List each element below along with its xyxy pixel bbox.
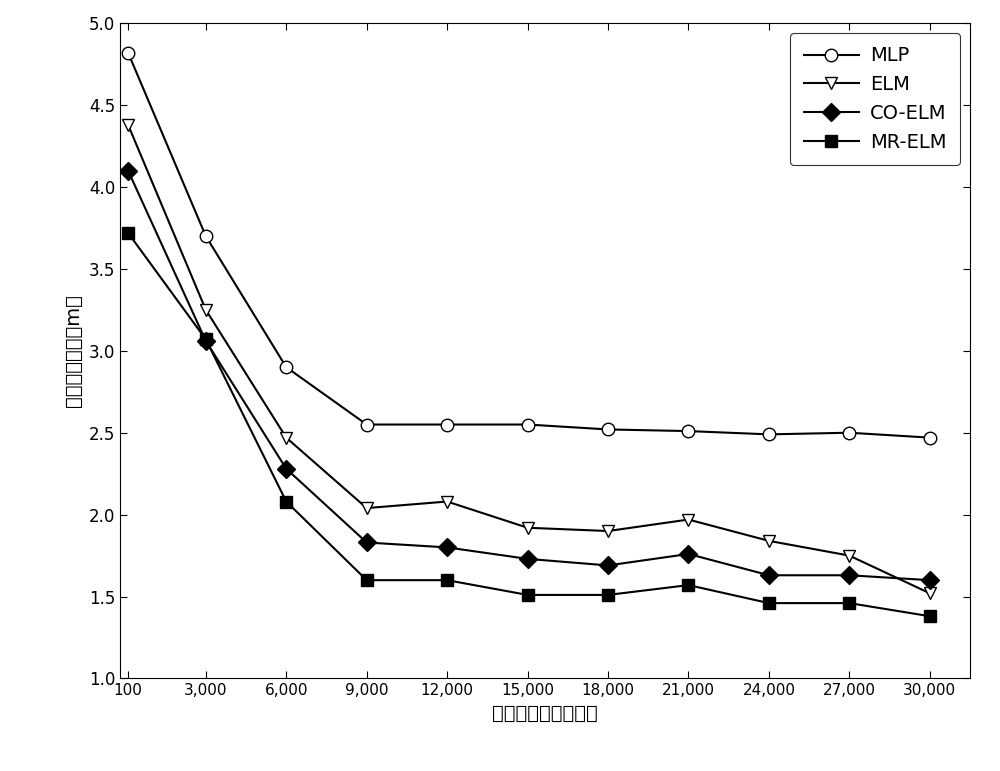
CO-ELM [200,336,212,345]
MLP [441,420,453,429]
CO-ELM [122,166,134,175]
X-axis label: 带标签训练数据个数: 带标签训练数据个数 [492,704,598,723]
MLP [361,420,373,429]
ELM [122,120,134,130]
Line: ELM: ELM [122,119,936,600]
MR-ELM [843,598,855,608]
MLP [763,429,775,439]
ELM [361,503,373,513]
ELM [280,433,292,443]
MR-ELM [200,335,212,344]
ELM [763,537,775,546]
ELM [682,515,694,524]
CO-ELM [843,571,855,580]
MLP [200,231,212,241]
MLP [682,426,694,436]
MLP [843,428,855,437]
ELM [924,589,936,598]
Y-axis label: 平均定位误差（m）: 平均定位误差（m） [64,295,83,407]
Line: MR-ELM: MR-ELM [122,227,936,622]
ELM [602,527,614,536]
MR-ELM [682,581,694,590]
ELM [441,497,453,506]
MLP [122,48,134,57]
Line: CO-ELM: CO-ELM [122,164,936,587]
ELM [522,524,534,533]
CO-ELM [602,561,614,570]
CO-ELM [682,549,694,558]
MR-ELM [361,575,373,584]
CO-ELM [924,575,936,584]
ELM [843,551,855,561]
CO-ELM [361,538,373,547]
CO-ELM [763,571,775,580]
MR-ELM [763,598,775,608]
MR-ELM [924,611,936,621]
CO-ELM [522,554,534,564]
MLP [924,433,936,443]
MR-ELM [280,497,292,506]
MR-ELM [122,228,134,237]
MR-ELM [602,591,614,600]
ELM [200,305,212,315]
MLP [602,425,614,434]
CO-ELM [441,543,453,552]
Legend: MLP, ELM, CO-ELM, MR-ELM: MLP, ELM, CO-ELM, MR-ELM [790,33,960,165]
Line: MLP: MLP [122,46,936,444]
MR-ELM [522,591,534,600]
MR-ELM [441,575,453,584]
MLP [280,362,292,372]
MLP [522,420,534,429]
CO-ELM [280,464,292,473]
